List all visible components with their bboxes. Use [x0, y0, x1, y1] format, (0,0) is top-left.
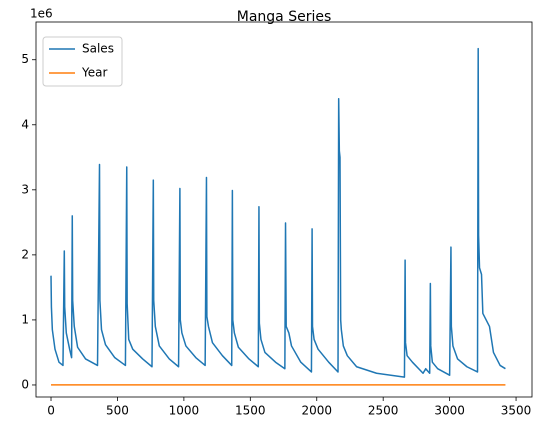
x-tick-label: 500: [106, 404, 129, 418]
plot-frame: [35, 21, 533, 398]
y-tick-label: 1: [21, 312, 29, 326]
chart-title: Manga Series: [237, 9, 332, 25]
y-tick-label: 4: [21, 117, 29, 131]
y-tick-label: 5: [21, 52, 29, 66]
x-tick-label: 1000: [169, 404, 200, 418]
x-tick-label: 3000: [434, 404, 465, 418]
legend-label: Sales: [82, 42, 114, 56]
x-tick-label: 2500: [368, 404, 399, 418]
legend-label: Year: [81, 66, 107, 80]
x-tick-label: 0: [47, 404, 55, 418]
x-tick-label: 2000: [301, 404, 332, 418]
y-tick-label: 2: [21, 247, 29, 261]
series-line: [50, 47, 506, 378]
y-tick-label: 0: [21, 377, 29, 391]
x-tick-label: 1500: [235, 404, 266, 418]
y-offset-label: 1e6: [30, 7, 53, 21]
x-tick-label: 3500: [501, 404, 532, 418]
y-tick-label: 3: [21, 182, 29, 196]
